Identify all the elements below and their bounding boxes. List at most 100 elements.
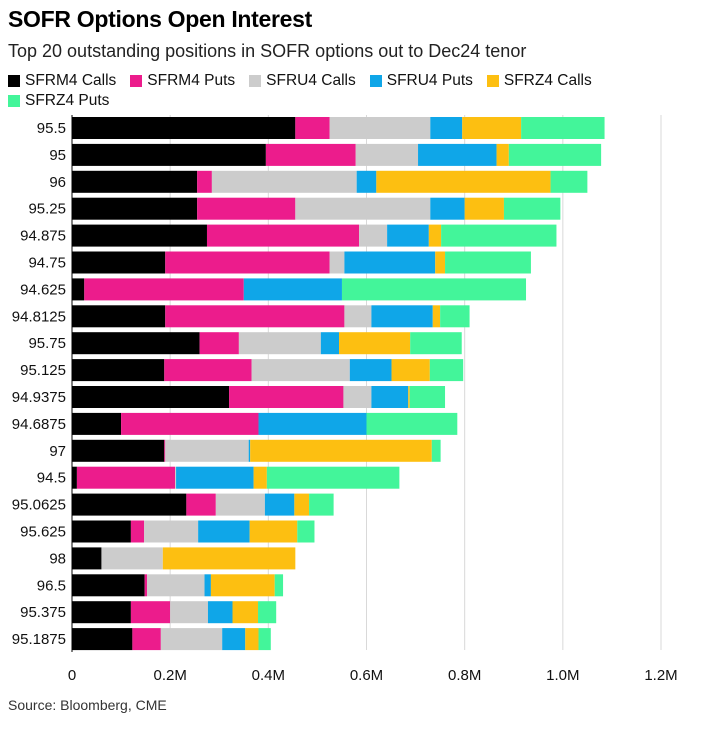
- bar-segment: [462, 117, 522, 139]
- bar-segment: [243, 278, 342, 301]
- bar-segment: [445, 251, 531, 274]
- bar-segment: [238, 332, 321, 355]
- category-label: 94.8125: [12, 308, 66, 325]
- bar-segment: [249, 520, 298, 543]
- legend-swatch: [249, 75, 262, 87]
- bar-segment: [265, 143, 356, 166]
- bar-segment: [251, 359, 350, 382]
- bar-segment: [250, 439, 432, 462]
- bar-segment: [432, 305, 441, 328]
- bar-segment: [344, 305, 372, 328]
- category-label: 95.75: [28, 335, 66, 352]
- bar-segment: [197, 170, 212, 193]
- bar-segment: [343, 386, 372, 408]
- bar-segment: [72, 305, 166, 328]
- bar-segment: [464, 197, 504, 220]
- bar-segment: [274, 574, 284, 597]
- bar-segment: [72, 574, 145, 597]
- x-tick-label: 1.0M: [546, 667, 579, 684]
- bar-segment: [435, 251, 446, 274]
- bar-segment: [440, 305, 470, 328]
- bar-segment: [130, 520, 145, 543]
- bar-segment: [295, 117, 330, 139]
- x-tick-label: 0.4M: [252, 667, 285, 684]
- bar-segment: [165, 251, 330, 274]
- bar-segment: [508, 143, 602, 166]
- legend-label: SFRM4 Calls: [25, 72, 117, 89]
- bar-segment: [211, 170, 357, 193]
- category-label: 95.375: [20, 604, 66, 621]
- legend-item: SFRZ4 Puts: [8, 91, 109, 111]
- bar-segment: [72, 466, 77, 489]
- bar-segment: [199, 332, 239, 355]
- bar-segment: [72, 359, 165, 382]
- bar-segment: [430, 117, 463, 139]
- bar-segment: [206, 224, 360, 247]
- category-label: 95.1875: [12, 631, 66, 648]
- bar-segment: [204, 574, 211, 597]
- bar-segment: [521, 117, 605, 139]
- bar-segment: [72, 170, 198, 193]
- legend-item: SFRU4 Puts: [369, 71, 473, 91]
- bar-segment: [418, 143, 497, 166]
- bar-segment: [341, 278, 527, 301]
- category-label: 95.625: [20, 524, 66, 541]
- bar-segment: [210, 574, 275, 597]
- legend-label: SFRZ4 Calls: [503, 72, 592, 89]
- bar-segment: [387, 224, 429, 247]
- bar-segment: [84, 278, 244, 301]
- legend-swatch: [486, 75, 499, 87]
- bar-segment: [408, 386, 410, 408]
- bar-segment: [132, 628, 161, 651]
- bar-segment: [253, 466, 267, 489]
- category-label: 94.5: [37, 470, 66, 487]
- bar-segment: [165, 305, 345, 328]
- bar-segment: [258, 412, 367, 435]
- category-label: 95: [49, 147, 66, 164]
- bar-segment: [72, 143, 266, 166]
- x-tick-label: 0.2M: [153, 667, 186, 684]
- category-label: 94.6875: [12, 416, 66, 433]
- bar-segment: [356, 170, 377, 193]
- bar-segment: [320, 332, 340, 355]
- bar-segment: [376, 170, 551, 193]
- category-label: 95.125: [20, 362, 66, 379]
- bar-segment: [72, 412, 122, 435]
- bar-segment: [430, 197, 465, 220]
- bar-segment: [329, 117, 431, 139]
- bar-segment: [72, 601, 131, 624]
- bar-segment: [144, 520, 199, 543]
- bar-segment: [222, 628, 246, 651]
- bar-segment: [441, 224, 557, 247]
- bar-segment: [215, 493, 265, 516]
- bar-segment: [72, 251, 166, 274]
- bar-segment: [198, 520, 250, 543]
- bar-segment: [170, 601, 208, 624]
- bar-segment: [329, 251, 345, 274]
- legend-item: SFRM4 Calls: [8, 71, 116, 91]
- x-tick-label: 0: [68, 667, 76, 684]
- bar-segment: [197, 197, 296, 220]
- source-note: Source: Bloomberg, CME: [8, 697, 167, 713]
- bar-segment: [72, 386, 230, 408]
- category-label: 94.875: [20, 228, 66, 245]
- legend-swatch: [8, 95, 20, 107]
- category-label: 94.625: [20, 281, 66, 298]
- bar-segment: [229, 386, 344, 408]
- bar-segment: [72, 547, 102, 570]
- bar-segment: [258, 628, 271, 651]
- bar-segment: [72, 117, 296, 139]
- bar-segment: [258, 601, 277, 624]
- legend-item: SFRZ4 Calls: [486, 71, 592, 91]
- legend-swatch: [369, 75, 382, 87]
- bar-segment: [359, 224, 388, 247]
- bar-segment: [266, 466, 400, 489]
- category-label: 95.25: [28, 201, 66, 218]
- bar-segment: [391, 359, 430, 382]
- bar-segment: [72, 520, 131, 543]
- bar-segment: [72, 493, 187, 516]
- bar-segment: [294, 493, 310, 516]
- bar-segment: [371, 386, 409, 408]
- bar-segment: [297, 520, 315, 543]
- x-tick-label: 0.8M: [448, 667, 481, 684]
